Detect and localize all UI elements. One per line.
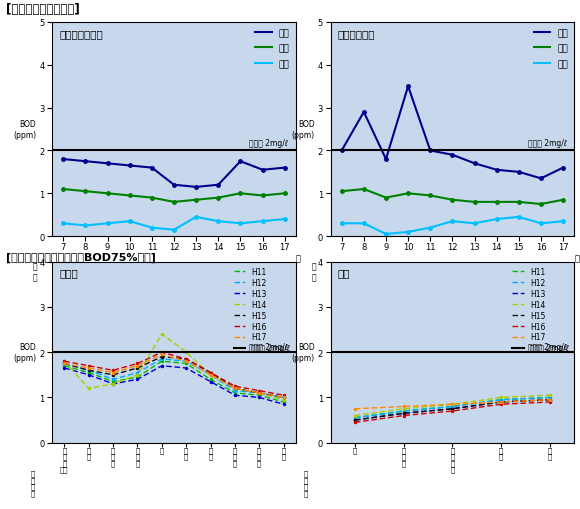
Text: 両
田
川
橋: 両 田 川 橋 [450,446,455,472]
Text: 両
羽
橋: 両 羽 橋 [257,446,262,466]
Text: 赤川: 赤川 [338,268,350,277]
Text: 砂
越
橋: 砂 越 橋 [233,446,237,466]
Legend: H11, H12, H13, H14, H15, H16, H17, 基準値 2mg/ℓ: H11, H12, H13, H14, H15, H16, H17, 基準値 2… [511,266,570,354]
Text: 最上川: 最上川 [60,268,78,277]
Y-axis label: BOD
(ppm): BOD (ppm) [292,343,315,362]
Text: 年
度: 年 度 [33,262,38,281]
Text: 観
測
地
点: 観 測 地 点 [31,470,35,496]
Legend: 最大, 平均, 最小: 最大, 平均, 最小 [253,27,291,71]
Text: 高
屋: 高 屋 [208,446,213,460]
Y-axis label: BOD
(ppm): BOD (ppm) [13,343,37,362]
Text: 東: 東 [353,446,357,453]
Text: 蛛
眉
橋: 蛛 眉 橋 [401,446,406,466]
Text: 小
橋: 小 橋 [86,446,91,460]
Text: 浜
中: 浜 中 [499,446,503,460]
Text: 基準値 2mg/ℓ: 基準値 2mg/ℓ [528,343,567,352]
Text: 年
度: 年 度 [311,262,316,281]
Text: 浜中（赤川）: 浜中（赤川） [338,30,375,39]
Text: 年: 年 [296,254,301,263]
Text: 稲: 稲 [160,446,164,453]
Y-axis label: BOD
(ppm): BOD (ppm) [292,120,315,139]
Text: [基準地点の経年変化]: [基準地点の経年変化] [6,3,79,15]
Text: 年: 年 [574,254,579,263]
Text: 長
導
橋: 長 導 橋 [111,446,115,466]
Text: 河
口: 河 口 [281,446,286,460]
Text: 堀
内: 堀 内 [184,446,189,460]
Text: 観
測
地
点: 観 測 地 点 [304,470,309,496]
Text: [河川縦断及び経年変化（BOD75%値）]: [河川縦断及び経年変化（BOD75%値）] [6,252,155,262]
Text: 基準値 2mg/ℓ: 基準値 2mg/ℓ [249,139,288,148]
Legend: H11, H12, H13, H14, H15, H16, H17, 基準値 2mg/ℓ: H11, H12, H13, H14, H15, H16, H17, 基準値 2… [233,266,292,354]
Y-axis label: BOD
(ppm): BOD (ppm) [13,120,37,139]
Text: 基準値 2mg/ℓ: 基準値 2mg/ℓ [528,139,567,148]
Text: 基準値 2mg/ℓ: 基準値 2mg/ℓ [249,343,288,352]
Legend: 最大, 平均, 最小: 最大, 平均, 最小 [532,27,570,71]
Text: 河
口: 河 口 [548,446,552,460]
Text: 糠
野
目
橋出: 糠 野 目 橋出 [60,446,68,472]
Text: 下
野
下: 下 野 下 [135,446,140,466]
Text: 高屋（最上川）: 高屋（最上川） [60,30,103,39]
